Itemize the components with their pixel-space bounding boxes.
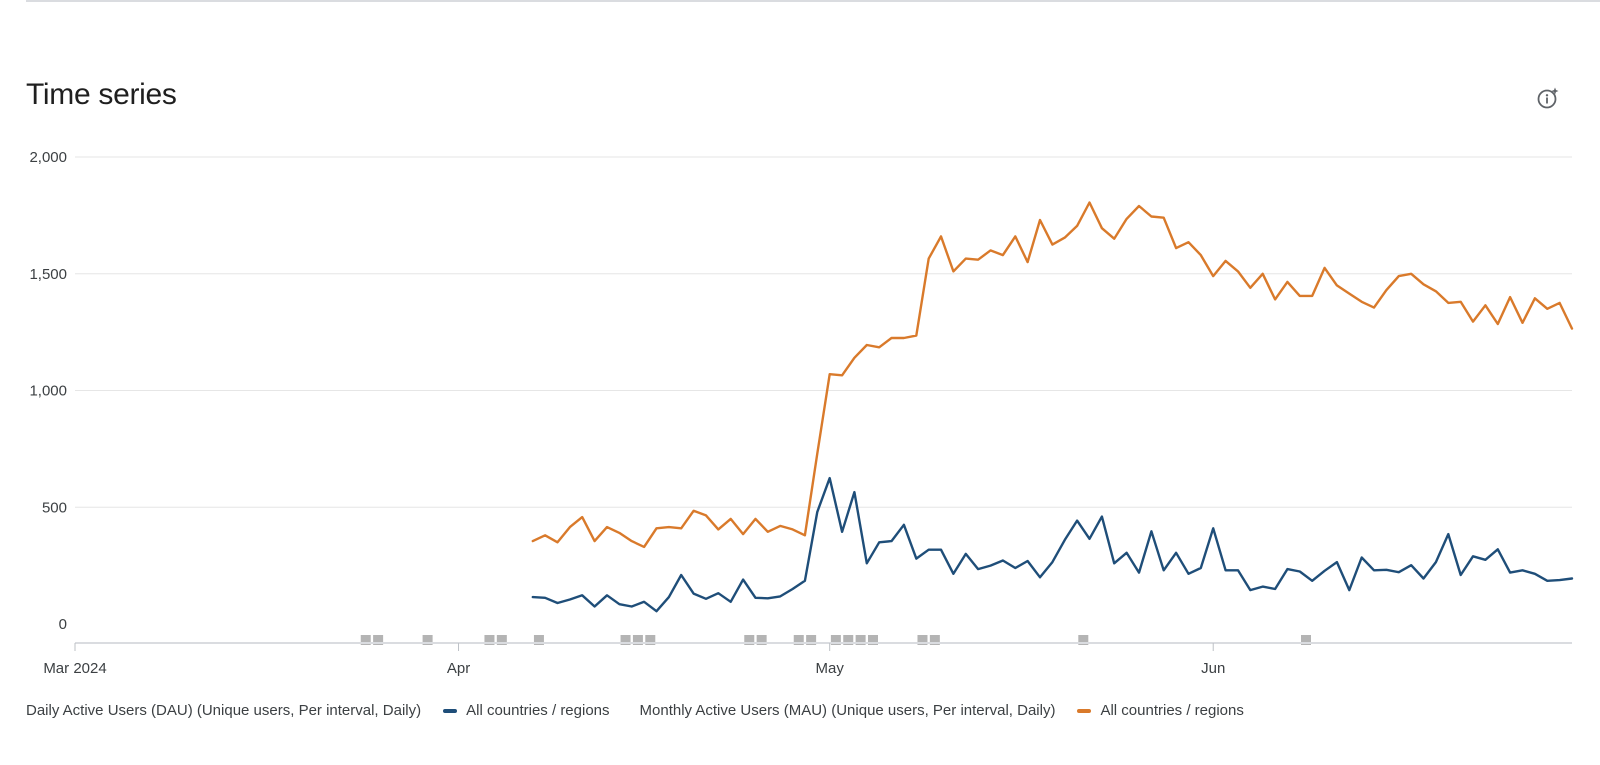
x-tick-label: Apr bbox=[447, 660, 470, 677]
info-sparkle-icon[interactable] bbox=[1534, 84, 1562, 112]
series-lines bbox=[531, 201, 1574, 613]
annotation-marker bbox=[620, 635, 631, 645]
annotation-marker bbox=[867, 635, 878, 645]
annotation-marker bbox=[360, 635, 371, 645]
annotation-markers bbox=[360, 635, 1312, 645]
legend-item-dau[interactable]: All countries / regions bbox=[443, 702, 610, 719]
gridlines bbox=[75, 156, 1572, 508]
legend-series-mau: All countries / regions bbox=[1100, 702, 1244, 719]
card-title: Time series bbox=[26, 78, 177, 111]
legend-swatch-mau bbox=[1077, 708, 1092, 713]
annotation-marker bbox=[830, 635, 841, 645]
annotation-marker bbox=[806, 635, 817, 645]
annotation-marker bbox=[1078, 635, 1089, 645]
annotation-marker bbox=[496, 635, 507, 645]
legend: Daily Active Users (DAU) (Unique users, … bbox=[26, 702, 1274, 719]
y-axis-ticks: 0 500 1,000 1,500 2,000 bbox=[29, 149, 67, 633]
legend-item-mau[interactable]: All countries / regions bbox=[1077, 702, 1244, 719]
annotation-marker bbox=[793, 635, 804, 645]
dau-line bbox=[531, 476, 1574, 613]
annotation-marker bbox=[744, 635, 755, 645]
annotation-marker bbox=[843, 635, 854, 645]
annotation-marker bbox=[632, 635, 643, 645]
y-tick-label: 0 bbox=[59, 616, 67, 633]
annotation-marker bbox=[484, 635, 495, 645]
top-divider bbox=[26, 0, 1600, 2]
y-tick-label: 500 bbox=[42, 499, 67, 516]
annotation-marker bbox=[756, 635, 767, 645]
annotation-marker bbox=[917, 635, 928, 645]
annotation-marker bbox=[533, 635, 544, 645]
legend-metric-mau: Monthly Active Users (MAU) (Unique users… bbox=[639, 702, 1056, 719]
y-tick-label: 2,000 bbox=[29, 149, 67, 166]
legend-swatch-dau bbox=[443, 708, 458, 713]
legend-series-dau: All countries / regions bbox=[466, 702, 610, 719]
legend-metric-dau: Daily Active Users (DAU) (Unique users, … bbox=[26, 702, 422, 719]
x-axis: Mar 2024 Apr May Jun bbox=[43, 642, 1572, 677]
annotation-marker bbox=[373, 635, 384, 645]
x-tick-label: May bbox=[816, 660, 845, 677]
annotation-marker bbox=[1301, 635, 1312, 645]
annotation-marker bbox=[645, 635, 656, 645]
x-tick-label: Mar 2024 bbox=[43, 660, 106, 677]
x-tick-label: Jun bbox=[1201, 660, 1225, 677]
time-series-chart: 0 500 1,000 1,500 2,000 Mar 2024 Apr May Jun bbox=[29, 149, 1574, 677]
annotation-marker bbox=[855, 635, 866, 645]
y-tick-label: 1,000 bbox=[29, 383, 67, 400]
annotation-marker bbox=[422, 635, 433, 645]
y-tick-label: 1,500 bbox=[29, 266, 67, 283]
annotation-marker bbox=[929, 635, 940, 645]
mau-line bbox=[531, 201, 1574, 549]
